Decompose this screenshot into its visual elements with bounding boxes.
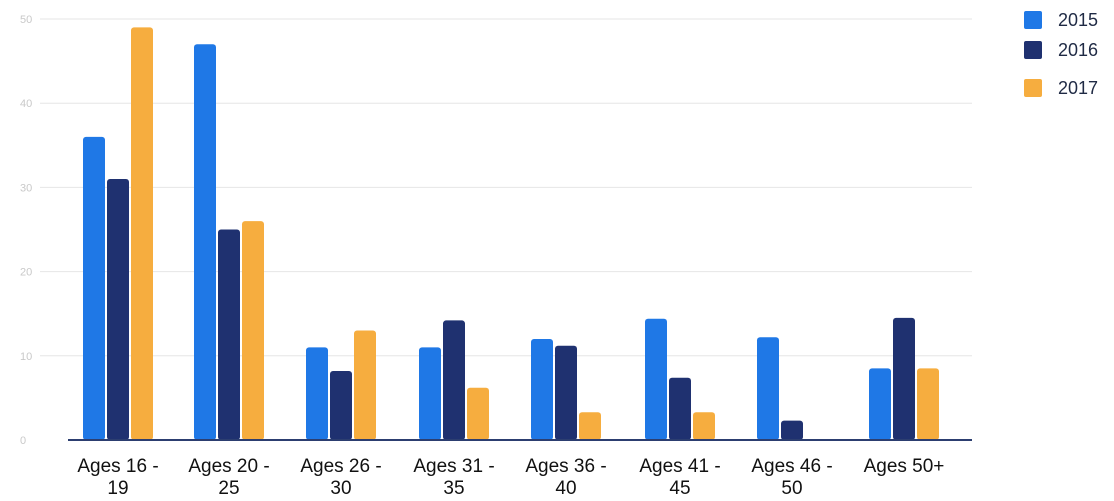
- legend-swatch: [1024, 41, 1042, 59]
- bar-2016: [893, 317, 915, 440]
- bar-2016: [330, 370, 352, 440]
- bar-2015: [645, 318, 667, 440]
- bar-2015: [531, 338, 553, 440]
- bar-2015: [194, 44, 216, 440]
- x-tick-label: Ages 26 -30: [300, 456, 381, 499]
- y-tick-label: 50: [20, 14, 32, 26]
- x-tick-label: Ages 50+: [864, 456, 945, 477]
- bar-2017: [354, 330, 376, 440]
- x-tick-label-line: Ages 50+: [864, 456, 945, 477]
- y-tick-label: 10: [20, 351, 32, 363]
- x-tick-label: Ages 46 -50: [751, 456, 832, 499]
- x-tick-label-line: 35: [443, 478, 464, 499]
- y-tick-label: 0: [20, 435, 26, 447]
- x-tick-label-line: 45: [669, 478, 690, 499]
- bar-2017: [693, 412, 715, 440]
- x-tick-label-line: Ages 31 -: [413, 456, 494, 477]
- x-tick-label-line: Ages 41 -: [639, 456, 720, 477]
- bar-2015: [757, 337, 779, 440]
- bar-2017: [917, 368, 939, 440]
- x-tick-label-line: 40: [555, 478, 576, 499]
- x-tick-label: Ages 20 -25: [188, 456, 269, 499]
- x-tick-label: Ages 31 -35: [413, 456, 494, 499]
- bar-2017: [467, 387, 489, 440]
- bar-2017: [242, 221, 264, 440]
- bar-2016: [218, 229, 240, 440]
- bar-2015: [869, 368, 891, 440]
- bar-2015: [419, 347, 441, 440]
- y-axis: 0 10 20 30 40 50: [20, 14, 32, 447]
- bar-2016: [669, 377, 691, 440]
- x-tick-label-line: 50: [781, 478, 802, 499]
- bar-2015: [306, 347, 328, 440]
- y-tick-label: 40: [20, 98, 32, 110]
- x-tick-label-line: Ages 36 -: [525, 456, 606, 477]
- bars: [83, 27, 939, 441]
- y-tick-label: 20: [20, 267, 32, 279]
- legend-item-2017: 2017: [1024, 78, 1098, 98]
- legend-item-2015: 2015: [1024, 10, 1098, 30]
- legend: 2015 2016 2017: [1024, 10, 1098, 98]
- bar-2016: [443, 320, 465, 440]
- bar-2016: [107, 178, 129, 441]
- y-tick-label: 30: [20, 182, 32, 194]
- legend-label: 2017: [1058, 78, 1098, 98]
- x-tick-label-line: Ages 16 -: [77, 456, 158, 477]
- legend-swatch: [1024, 79, 1042, 97]
- bar-2017: [131, 27, 153, 440]
- legend-label: 2016: [1058, 40, 1098, 60]
- gridlines: [40, 18, 972, 357]
- legend-label: 2015: [1058, 10, 1098, 30]
- x-tick-label: Ages 41 -45: [639, 456, 720, 499]
- x-tick-label-line: Ages 26 -: [300, 456, 381, 477]
- x-tick-label-line: 19: [107, 478, 128, 499]
- x-tick-label-line: 25: [218, 478, 239, 499]
- x-tick-label: Ages 36 -40: [525, 456, 606, 499]
- x-tick-label: Ages 16 -19: [77, 456, 158, 499]
- bar-2017: [579, 412, 601, 440]
- x-tick-label-line: Ages 46 -: [751, 456, 832, 477]
- bar-2016: [555, 345, 577, 440]
- legend-item-2016: 2016: [1024, 40, 1098, 60]
- x-tick-label-line: Ages 20 -: [188, 456, 269, 477]
- x-axis: Ages 16 -19 Ages 20 -25 Ages 26 -30 Ages 31…: [77, 456, 944, 499]
- bar-2016: [781, 420, 803, 440]
- bar-2015: [83, 136, 105, 440]
- legend-swatch: [1024, 11, 1042, 29]
- x-tick-label-line: 30: [330, 478, 351, 499]
